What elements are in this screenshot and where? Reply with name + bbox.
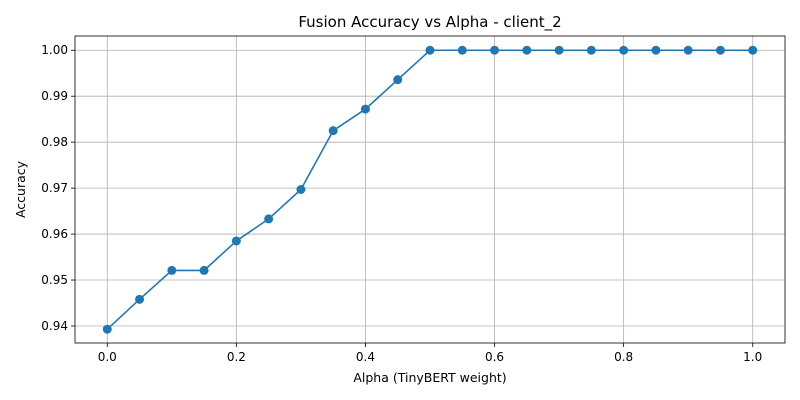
data-point xyxy=(135,294,145,304)
chart-title: Fusion Accuracy vs Alpha - client_2 xyxy=(298,13,561,32)
x-axis-label: Alpha (TinyBERT weight) xyxy=(353,370,506,385)
y-tick-label: 0.97 xyxy=(41,181,68,195)
data-point xyxy=(102,324,112,334)
data-point xyxy=(586,45,596,55)
data-point xyxy=(715,45,725,55)
data-point xyxy=(264,214,274,224)
y-tick-label: 0.95 xyxy=(41,273,68,287)
y-tick-label: 0.99 xyxy=(41,89,68,103)
data-point xyxy=(231,236,241,246)
x-tick-label: 0.0 xyxy=(98,350,117,364)
y-tick-label: 0.94 xyxy=(41,319,68,333)
data-point xyxy=(683,45,693,55)
x-tick-label: 0.6 xyxy=(485,350,504,364)
data-point xyxy=(167,265,177,275)
y-tick-label: 0.96 xyxy=(41,227,68,241)
x-tick-label: 0.4 xyxy=(356,350,375,364)
series xyxy=(102,45,758,334)
y-tick-label: 0.98 xyxy=(41,135,68,149)
plot-frame xyxy=(74,35,786,344)
x-tick-label: 0.2 xyxy=(227,350,246,364)
data-point xyxy=(360,104,370,114)
x-tick-label: 1.0 xyxy=(743,350,762,364)
data-point xyxy=(296,185,306,194)
grid-lines xyxy=(75,36,785,343)
data-point xyxy=(199,265,209,275)
y-axis-label: Accuracy xyxy=(13,160,28,218)
data-point xyxy=(425,45,435,55)
series-line xyxy=(106,49,753,330)
data-point xyxy=(522,45,532,55)
data-point xyxy=(328,126,338,136)
data-point xyxy=(393,75,403,85)
data-point xyxy=(457,45,467,55)
y-tick-label: 1.00 xyxy=(41,43,68,57)
data-point xyxy=(490,45,500,55)
axis-ticks: 0.0 0.2 0.4 0.6 0.8 1.0 0.94 0.95 0.96 0.97 0.98 0.… xyxy=(41,43,762,364)
data-point xyxy=(554,45,564,55)
data-point xyxy=(619,45,629,55)
data-point xyxy=(748,45,758,55)
data-point xyxy=(651,45,661,55)
x-tick-label: 0.8 xyxy=(614,350,633,364)
